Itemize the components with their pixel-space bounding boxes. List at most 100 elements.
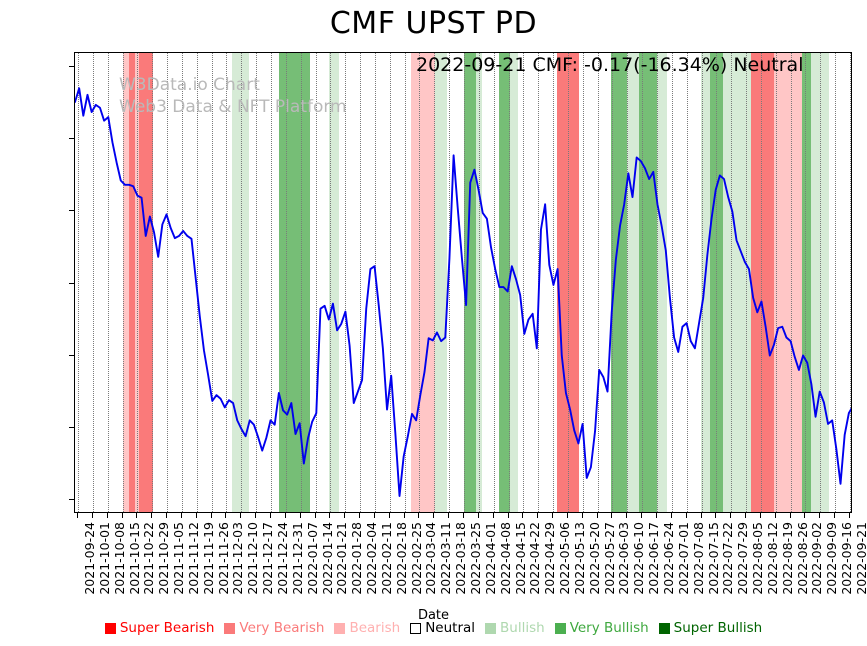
current-value-annotation: 2022-09-21 CMF: -0.17(-16.34%) Neutral xyxy=(416,54,804,76)
x-axis-tick-label: 2021-11-19 xyxy=(200,522,216,595)
x-axis-tick-mark xyxy=(596,513,598,518)
gridline-vertical xyxy=(256,53,258,512)
x-axis-tick-mark xyxy=(106,513,108,518)
gridline-vertical xyxy=(137,53,139,512)
x-axis-tick-mark xyxy=(745,513,747,518)
gridline-vertical xyxy=(449,53,451,512)
x-axis-tick-label: 2021-10-01 xyxy=(96,522,112,595)
x-axis-tick-label: 2022-05-20 xyxy=(586,522,602,595)
gridline-vertical xyxy=(330,53,332,512)
x-axis-tick-label: 2022-06-24 xyxy=(661,522,676,595)
regime-band xyxy=(139,53,153,512)
legend-item[interactable]: Very Bullish xyxy=(554,620,649,636)
gridline-vertical xyxy=(286,53,288,512)
x-axis-tick-mark xyxy=(537,513,539,518)
gridline-vertical xyxy=(345,53,347,512)
regime-band xyxy=(510,53,518,512)
x-axis-tick-label: 2021-11-12 xyxy=(185,522,201,595)
gridline-vertical xyxy=(271,53,273,512)
x-axis-tick-mark xyxy=(255,513,257,518)
watermark: W3Data.io Chart Web3 Data & NFT Platform xyxy=(75,53,851,512)
x-axis-tick-label: 2021-10-15 xyxy=(126,522,142,595)
gridline-vertical xyxy=(479,53,481,512)
x-axis-tick-label: 2022-08-19 xyxy=(779,522,795,595)
gridline-vertical xyxy=(687,53,689,512)
x-axis-tick-mark xyxy=(433,513,435,518)
x-axis-tick-mark xyxy=(373,513,375,518)
x-axis-tick-mark xyxy=(849,513,850,518)
legend-label: Bearish xyxy=(349,620,401,636)
x-axis-tick-label: 2021-10-29 xyxy=(156,522,172,595)
gridline-vertical xyxy=(583,53,585,512)
x-axis-tick-mark xyxy=(834,513,836,518)
x-axis-tick-mark xyxy=(685,513,687,518)
legend-item[interactable]: Super Bullish xyxy=(658,620,763,636)
gridline-vertical xyxy=(805,53,807,512)
x-axis-tick-label: 2022-06-10 xyxy=(631,522,647,595)
x-axis-tick-label: 2021-10-08 xyxy=(111,522,127,595)
x-axis-tick-mark xyxy=(121,513,123,518)
regime-band xyxy=(751,53,757,512)
gridline-vertical xyxy=(672,53,674,512)
legend-label: Very Bearish xyxy=(239,620,325,636)
x-axis-tick-mark xyxy=(329,513,331,518)
x-axis-tick-label: 2022-01-07 xyxy=(304,522,320,595)
gridline-vertical xyxy=(93,53,95,512)
gridline-vertical xyxy=(746,53,748,512)
regime-band xyxy=(435,53,447,512)
gridline-vertical xyxy=(612,53,614,512)
regime-band xyxy=(557,53,566,512)
x-axis-tick-label: 2022-04-08 xyxy=(497,522,513,595)
gridline-vertical xyxy=(657,53,659,512)
x-axis-tick-label: 2022-04-01 xyxy=(482,522,498,595)
x-axis-tick-label: 2022-06-17 xyxy=(646,522,662,595)
x-axis-tick-mark xyxy=(359,513,361,518)
gridline-vertical xyxy=(360,53,362,512)
legend-label: Bullish xyxy=(500,620,545,636)
legend-item[interactable]: Very Bearish xyxy=(224,620,324,636)
legend-item[interactable]: Bullish xyxy=(485,620,545,636)
y-axis-tick-mark xyxy=(69,66,74,68)
x-axis-tick-label: 2021-11-26 xyxy=(215,522,231,595)
x-axis-tick-mark xyxy=(195,513,197,518)
legend-label: Super Bullish xyxy=(673,620,763,636)
legend-item[interactable]: Neutral xyxy=(410,620,475,636)
regime-band xyxy=(279,53,310,512)
legend-swatch-icon xyxy=(224,622,236,634)
gridline-vertical xyxy=(568,53,570,512)
gridline-vertical xyxy=(702,53,704,512)
x-axis-tick-mark xyxy=(299,513,301,518)
x-axis-tick-mark xyxy=(581,513,583,518)
gridline-vertical xyxy=(820,53,822,512)
x-axis-tick-mark xyxy=(789,513,791,518)
cmf-line-series xyxy=(75,87,851,497)
x-axis-tick-mark xyxy=(730,513,732,518)
x-axis-tick-mark xyxy=(670,513,672,518)
x-axis-tick-mark xyxy=(463,513,464,518)
x-axis-tick-mark xyxy=(403,513,405,518)
legend-item[interactable]: Super Bearish xyxy=(104,620,214,636)
y-axis-tick-mark xyxy=(69,354,74,356)
x-axis-tick-mark xyxy=(91,513,93,518)
x-axis-tick-mark xyxy=(566,513,568,518)
x-axis-tick-label: 2021-10-22 xyxy=(141,522,157,595)
x-axis-tick-mark xyxy=(656,513,657,518)
x-axis-tick-label: 2022-02-18 xyxy=(393,522,409,595)
page-title: CMF UPST PD xyxy=(329,6,538,41)
legend-item[interactable]: Bearish xyxy=(334,620,400,636)
x-axis-tick-label: 2022-04-29 xyxy=(542,522,558,595)
x-axis-tick-label: 2022-02-11 xyxy=(378,522,394,595)
regime-band xyxy=(499,53,510,512)
x-axis-tick-label: 2021-12-03 xyxy=(230,522,246,595)
x-axis-tick-mark xyxy=(522,513,524,518)
x-axis-tick-label: 2022-08-12 xyxy=(764,522,780,595)
x-axis-tick-label: 2021-12-10 xyxy=(245,522,261,595)
gridline-vertical xyxy=(197,53,199,512)
gridline-vertical xyxy=(761,53,763,512)
gridline-vertical xyxy=(123,53,125,512)
gridline-vertical xyxy=(627,53,629,512)
gridline-vertical xyxy=(405,53,407,512)
x-axis-tick-label: 2022-05-27 xyxy=(601,522,617,595)
x-axis-tick-label: 2022-01-28 xyxy=(349,522,365,595)
